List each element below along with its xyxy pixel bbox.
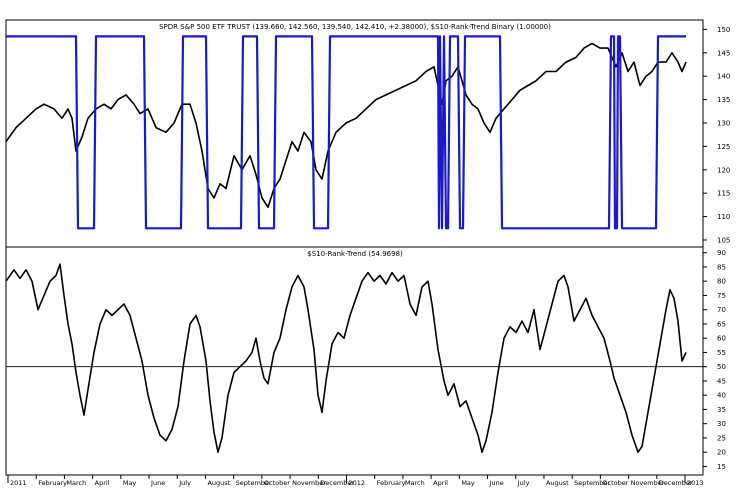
lower-y-tick-label-13: 80 (717, 278, 726, 286)
lower-panel: $S10-Rank-Trend (54.9698) 15 20 25 30 35 40 45… (5, 246, 726, 476)
upper-y-tick-label-2: 115 (717, 190, 730, 198)
upper-y-tick-label-5: 130 (717, 119, 730, 127)
x-tick-label-11: December (320, 479, 354, 487)
upper-y-tick-label-6: 135 (717, 96, 730, 104)
upper-series-group (5, 35, 687, 230)
x-tick-label-23: December (659, 479, 693, 487)
lower-y-tick-label-4: 35 (717, 406, 726, 414)
x-tick-label-6: July (178, 479, 191, 487)
x-tick-label-19: August (546, 479, 569, 487)
lower-y-tick-label-6: 45 (717, 377, 726, 385)
lower-y-tick-label-9: 60 (717, 335, 726, 343)
x-tick-label-16: May (461, 479, 475, 487)
upper-y-tick-label-8: 145 (717, 49, 730, 57)
x-tick-label-1: February (38, 479, 67, 487)
upper-y-axis: 105 110 115 120 125 130 135 140 145 150 (703, 26, 730, 244)
x-tick-label-7: August (207, 479, 230, 487)
upper-y-tick-label-1: 110 (717, 213, 730, 221)
lower-y-tick-label-1: 20 (717, 449, 726, 457)
x-tick-label-24: 2013 (687, 479, 704, 487)
lower-y-tick-label-11: 70 (717, 306, 726, 314)
x-axis: 2011 February March April May June July August S… (7, 475, 704, 487)
lower-y-tick-label-0: 15 (717, 463, 726, 471)
lower-y-tick-label-7: 50 (717, 363, 726, 371)
lower-panel-frame (5, 246, 704, 476)
lower-y-tick-label-3: 30 (717, 420, 726, 428)
x-tick-label-9: October (264, 479, 290, 487)
lower-y-axis: 15 20 25 30 35 40 45 50 55 60 65 70 75 80 85 90 (703, 249, 726, 471)
x-tick-label-10: November (292, 479, 326, 487)
upper-y-tick-label-9: 150 (717, 26, 730, 34)
x-tick-label-13: February (377, 479, 406, 487)
lower-y-tick-label-2: 25 (717, 434, 726, 442)
x-tick-label-8: September (236, 479, 272, 487)
x-tick-label-5: June (150, 479, 165, 487)
x-tick-label-2: March (66, 479, 86, 487)
upper-panel: SPDR S&P 500 ETF TRUST (139.660, 142.560… (5, 19, 730, 248)
upper-panel-title: SPDR S&P 500 ETF TRUST (139.660, 142.560… (159, 23, 551, 31)
upper-series-0 (5, 42, 687, 208)
x-tick-label-18: July (517, 479, 530, 487)
x-tick-label-0: 2011 (10, 479, 27, 487)
x-tick-label-14: March (405, 479, 425, 487)
upper-y-tick-label-3: 120 (717, 166, 730, 174)
upper-y-tick-label-4: 125 (717, 143, 730, 151)
x-tick-label-3: April (95, 479, 110, 487)
lower-series-0 (5, 263, 687, 453)
x-tick-label-22: November (631, 479, 665, 487)
lower-y-tick-label-5: 40 (717, 392, 726, 400)
x-tick-label-21: October (602, 479, 628, 487)
lower-panel-title: $S10-Rank-Trend (54.9698) (307, 250, 403, 258)
x-tick-label-4: May (123, 479, 137, 487)
upper-series-1 (6, 35, 686, 230)
x-tick-label-17: June (489, 479, 504, 487)
x-tick-label-20: September (574, 479, 610, 487)
lower-series-group (5, 263, 687, 453)
lower-y-tick-label-12: 75 (717, 292, 726, 300)
upper-y-tick-label-7: 140 (717, 73, 730, 81)
lower-y-tick-label-14: 85 (717, 263, 726, 271)
x-tick-label-15: April (433, 479, 448, 487)
upper-y-tick-label-0: 105 (717, 236, 730, 244)
lower-y-tick-label-8: 55 (717, 349, 726, 357)
lower-y-tick-label-15: 90 (717, 249, 726, 257)
x-tick-label-12: 2012 (349, 479, 366, 487)
lower-y-tick-label-10: 65 (717, 320, 726, 328)
